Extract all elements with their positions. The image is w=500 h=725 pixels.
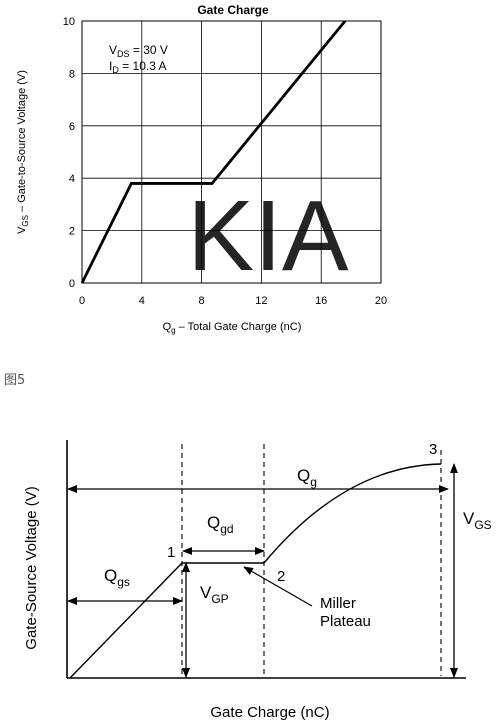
watermark: KIA (187, 180, 348, 292)
y-tick-label: 0 (69, 278, 75, 290)
x-tick-label: 8 (199, 295, 205, 307)
vgs-series-line (80, 20, 347, 284)
grid (81, 20, 382, 284)
x-tick-label: 12 (255, 295, 267, 307)
id-annotation: ID = 10.3 A (109, 59, 167, 75)
vds-annotation: VDS = 30 V (109, 43, 168, 59)
y-tick-label: 8 (69, 68, 75, 80)
qgd-label: Qgd (207, 513, 234, 536)
x-tick-label: 20 (375, 295, 387, 307)
qgs-label: Qgs (104, 566, 130, 589)
figure-label: 图5 (4, 373, 26, 388)
x-axis-label-2: Gate Charge (nC) (210, 704, 329, 721)
y-tick-label: 10 (63, 16, 75, 28)
vgp-label: VGP (200, 583, 229, 606)
x-axis-label: Qg – Total Gate Charge (nC) (163, 321, 302, 335)
miller-pointer (243, 566, 313, 607)
y-tick-label: 2 (69, 226, 75, 238)
y-tick-label: 6 (69, 121, 75, 133)
y-tick-label: 4 (69, 173, 75, 185)
x-tick-label: 0 (79, 295, 85, 307)
y-axis-label: VGS – Gate-to-Source Voltage (V) (16, 70, 30, 234)
x-tick-labels: 0 4 8 12 16 20 (79, 295, 387, 307)
miller-label-line1: Miller (320, 595, 356, 612)
point-label-1: 1 (167, 544, 175, 561)
qg-label: Qg (297, 466, 317, 489)
chart-title: Gate Charge (197, 3, 269, 17)
gate-charge-chart: Gate Charge 0 2 4 6 8 10 0 4 8 12 16 20 VDS = 30 V… (16, 3, 387, 335)
y-tick-labels: 0 2 4 6 8 10 (63, 16, 75, 290)
x-tick-label: 4 (139, 295, 145, 307)
miller-label-line2: Plateau (320, 613, 371, 630)
gate-charge-curve (69, 463, 442, 679)
y-axis-label-2: Gate-Source Voltage (V) (23, 486, 40, 649)
x-tick-label: 16 (315, 295, 327, 307)
series-group (80, 20, 347, 284)
point-label-3: 3 (429, 441, 437, 458)
point-label-2: 2 (277, 568, 285, 585)
vgs-label: VGS (463, 509, 492, 532)
